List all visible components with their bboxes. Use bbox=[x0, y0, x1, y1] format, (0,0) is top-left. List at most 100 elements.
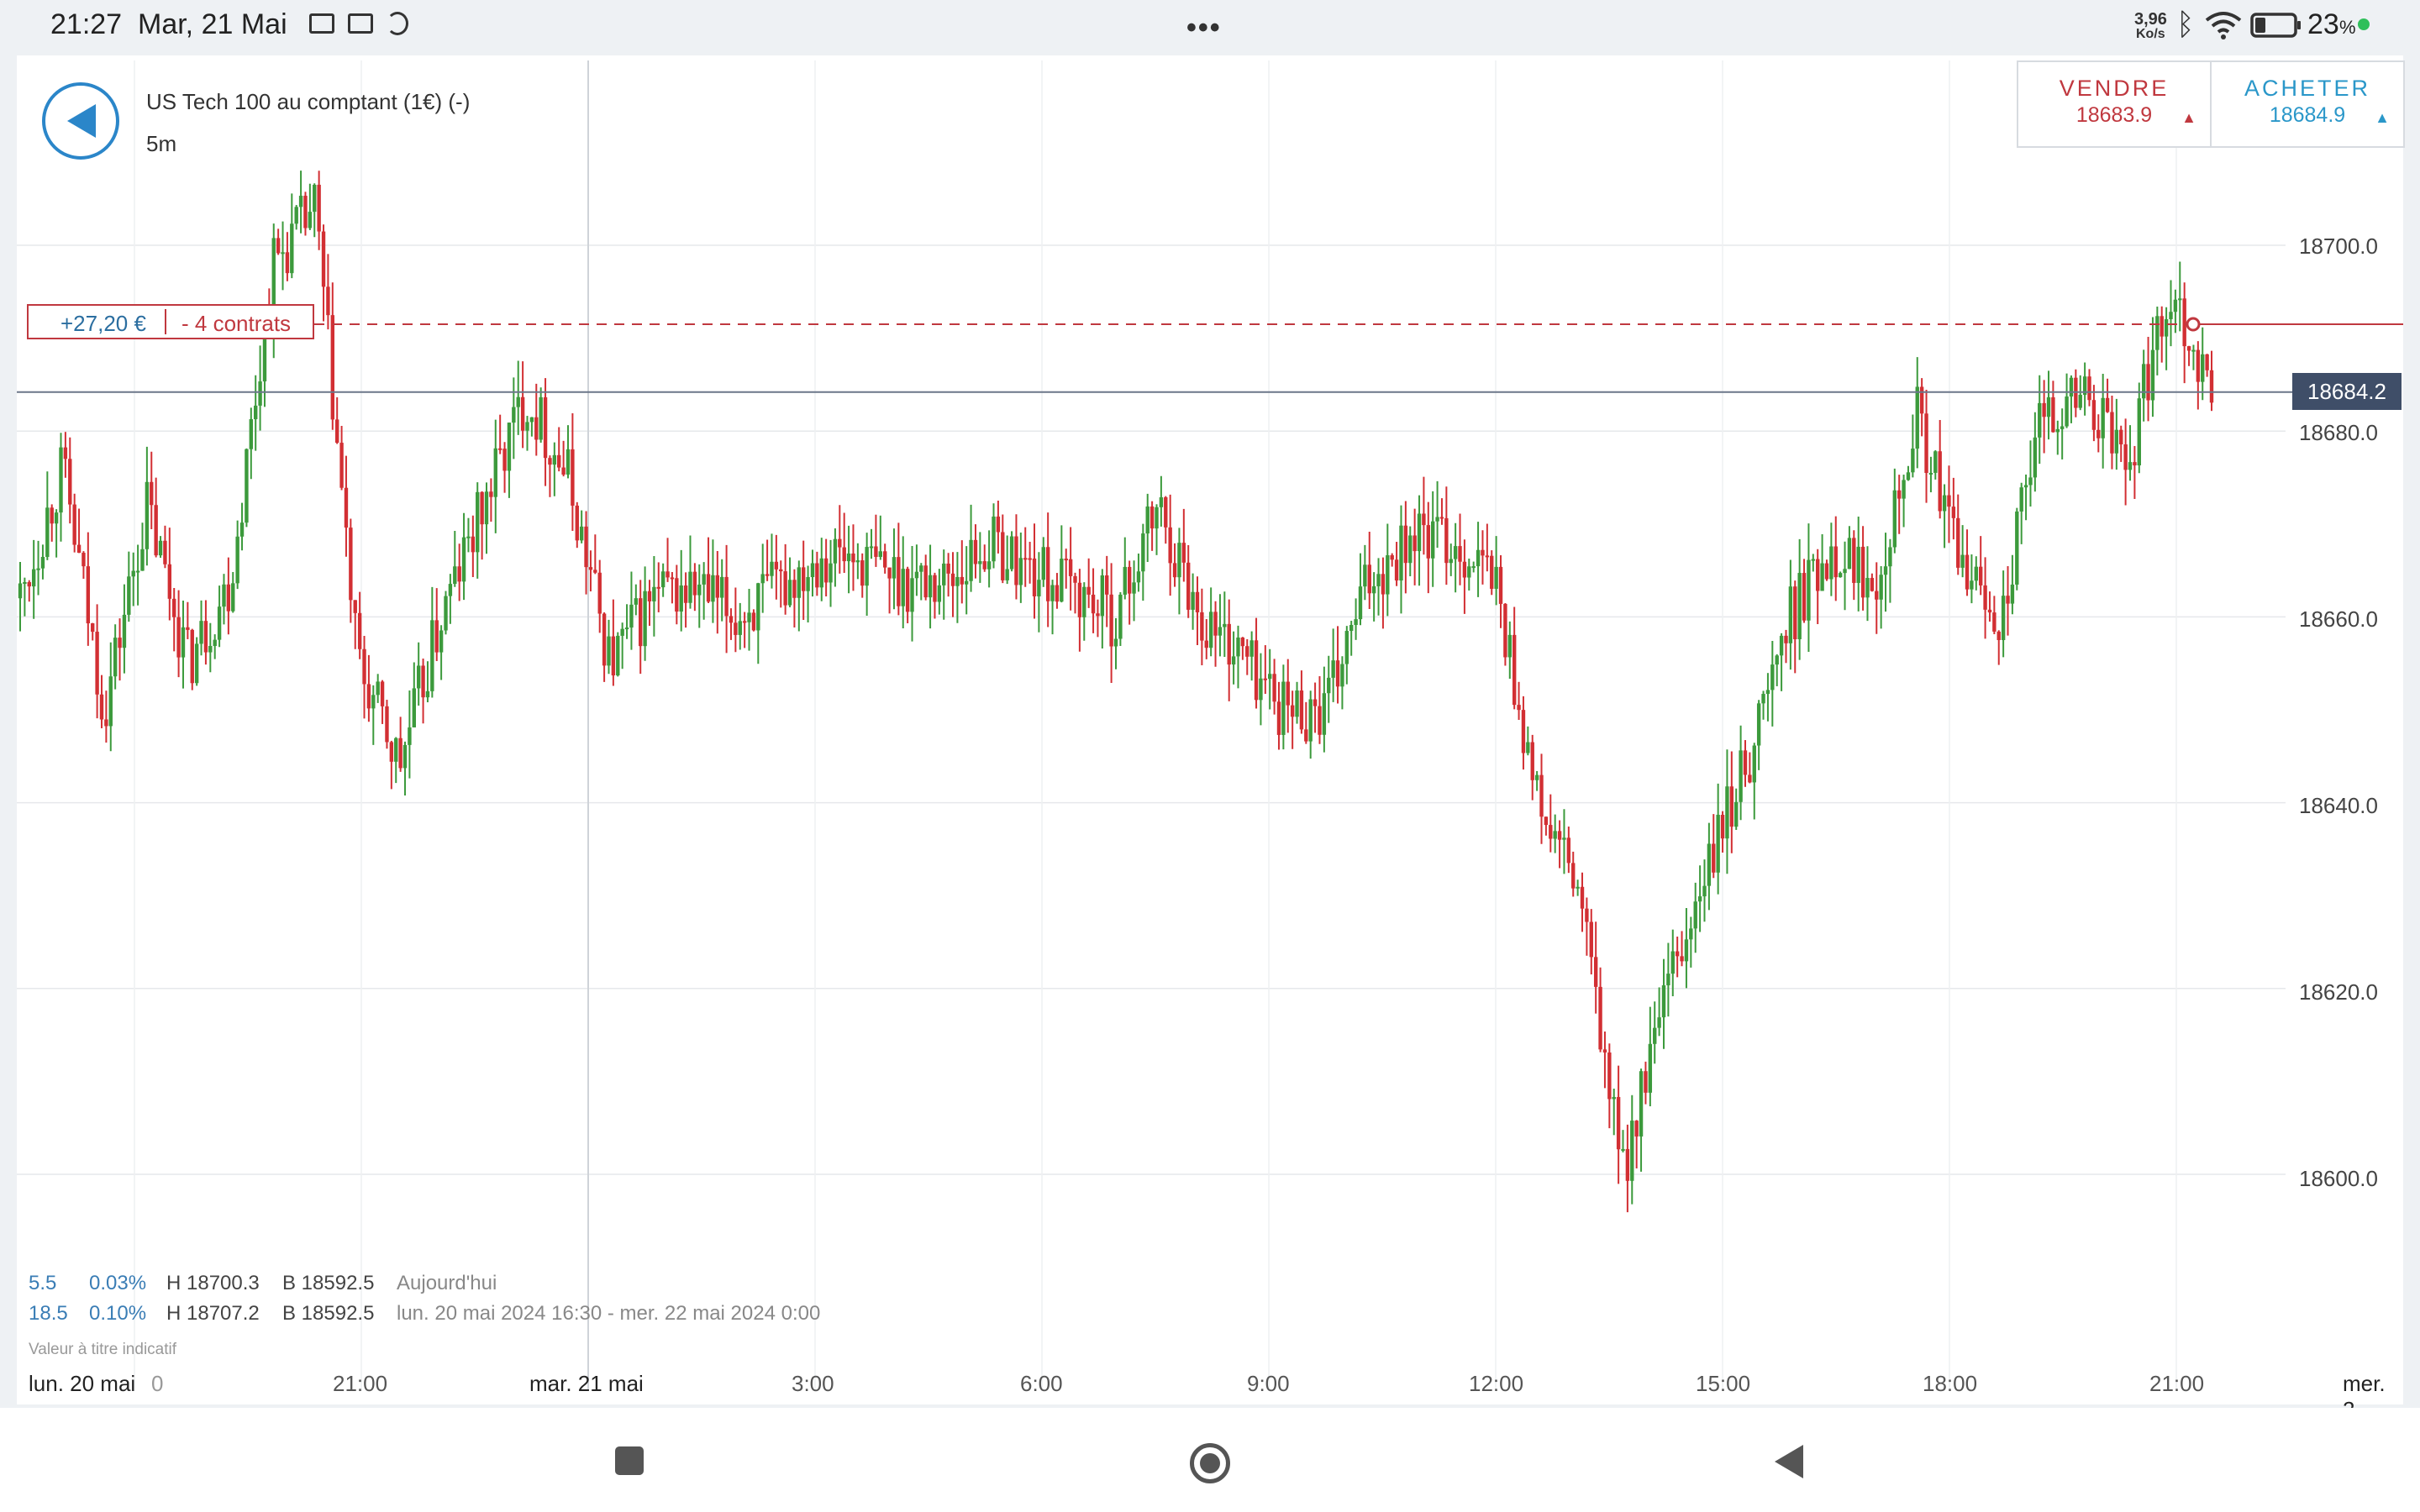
candle-body bbox=[1793, 586, 1797, 640]
candle-body bbox=[1390, 555, 1394, 560]
candle-body bbox=[217, 606, 222, 640]
candle-body bbox=[1426, 525, 1431, 559]
candle-body bbox=[901, 569, 905, 606]
candle-body bbox=[1802, 573, 1807, 621]
home-button[interactable] bbox=[1190, 1443, 1230, 1483]
candle-body bbox=[611, 636, 616, 676]
candle-body bbox=[2046, 396, 2051, 417]
candle-body bbox=[1322, 693, 1327, 735]
position-badge[interactable]: +27,20 € - 4 contrats bbox=[27, 304, 314, 339]
candle-body bbox=[760, 574, 765, 584]
candle-body bbox=[1308, 699, 1313, 742]
candle-body bbox=[1127, 566, 1132, 594]
candle-body bbox=[245, 449, 249, 523]
candle-body bbox=[118, 638, 122, 648]
candle-body bbox=[2042, 402, 2046, 417]
status-bar: 21:27 Mar, 21 Mai ••• 3,96 Ko/s ᛒ 23 % bbox=[0, 0, 2420, 52]
candle-body bbox=[1290, 705, 1295, 717]
candle-body bbox=[1571, 863, 1576, 889]
candle-body bbox=[1544, 816, 1549, 826]
candle-body bbox=[942, 563, 946, 585]
candle-body bbox=[2182, 298, 2186, 347]
candle-body bbox=[1585, 908, 1589, 922]
more-horizontal-icon[interactable]: ••• bbox=[1186, 12, 1222, 44]
candle-body bbox=[1680, 956, 1684, 962]
candle-body bbox=[2101, 397, 2105, 438]
x-axis-label: 9:00 bbox=[1247, 1371, 1290, 1396]
candle-body bbox=[1181, 543, 1186, 563]
candle-body bbox=[1580, 886, 1585, 909]
instrument-title[interactable]: US Tech 100 au comptant (1€) (-) bbox=[146, 89, 471, 114]
candle-body bbox=[203, 621, 208, 653]
net-speed-unit: Ko/s bbox=[2136, 27, 2165, 41]
candle-body bbox=[982, 561, 986, 570]
candle-body bbox=[1598, 986, 1602, 1050]
clock: 21:27 bbox=[50, 8, 123, 40]
candle-body bbox=[176, 617, 181, 658]
candle-body bbox=[2196, 349, 2201, 382]
x-axis-label: lun. 20 mai bbox=[29, 1371, 136, 1396]
candle-body bbox=[2173, 299, 2178, 312]
candle-body bbox=[1213, 612, 1218, 636]
candle-body bbox=[1852, 538, 1856, 583]
candle-body bbox=[362, 648, 366, 685]
candle-body bbox=[23, 582, 27, 585]
candle-body bbox=[1231, 656, 1236, 665]
candle-body bbox=[829, 563, 833, 583]
candle-body bbox=[150, 481, 154, 506]
candle-body bbox=[1712, 843, 1716, 873]
candle-body bbox=[624, 627, 629, 630]
candle-body bbox=[1050, 585, 1055, 601]
candle-body bbox=[1752, 745, 1756, 783]
candle-body bbox=[2065, 396, 2069, 427]
candle-body bbox=[239, 522, 245, 537]
candle-body bbox=[1938, 451, 1942, 512]
price-chart[interactable] bbox=[17, 55, 2403, 1404]
buy-button[interactable]: ACHETER 18684.9 ▲ bbox=[2210, 60, 2405, 148]
battery-percent: 23 bbox=[2307, 8, 2339, 40]
candle-body bbox=[1132, 582, 1136, 594]
candle-body bbox=[2082, 376, 2087, 396]
candle-body bbox=[1978, 566, 1983, 585]
sell-button[interactable]: VENDRE 18683.9 ▲ bbox=[2017, 60, 2212, 148]
candle-body bbox=[31, 569, 36, 587]
candle-body bbox=[1005, 569, 1009, 580]
candle-body bbox=[339, 443, 344, 488]
today-change: 5.5 bbox=[29, 1272, 57, 1294]
candle-body bbox=[1367, 564, 1371, 594]
candle-body bbox=[1386, 555, 1390, 595]
candle-body bbox=[597, 572, 602, 614]
candle-body bbox=[1037, 580, 1041, 596]
candle-body bbox=[1942, 495, 1947, 512]
candle-body bbox=[1526, 742, 1530, 753]
candle-body bbox=[2137, 398, 2141, 466]
chart-panel[interactable]: US Tech 100 au comptant (1€) (-) 5m VEND… bbox=[17, 55, 2405, 1422]
recent-apps-button[interactable] bbox=[615, 1446, 644, 1475]
back-button[interactable] bbox=[42, 82, 119, 160]
candle-body bbox=[629, 604, 634, 628]
candle-body bbox=[1625, 1148, 1630, 1181]
candle-body bbox=[1602, 1049, 1607, 1053]
candle-body bbox=[172, 598, 176, 617]
candle-body bbox=[1697, 896, 1702, 902]
candle-body bbox=[1168, 527, 1172, 564]
candle-body bbox=[747, 612, 751, 622]
candle-body bbox=[1892, 490, 1897, 548]
candle-body bbox=[1082, 586, 1086, 617]
candle-body bbox=[986, 561, 992, 570]
candle-body bbox=[1657, 1017, 1661, 1028]
candle-body bbox=[326, 286, 330, 316]
candle-body bbox=[937, 585, 942, 602]
candle-body bbox=[461, 537, 466, 582]
back-arrow-icon bbox=[67, 104, 96, 138]
candle-body bbox=[2087, 376, 2091, 401]
candle-body bbox=[1453, 546, 1458, 559]
back-nav-button[interactable] bbox=[1775, 1445, 1803, 1478]
candle-body bbox=[484, 491, 489, 525]
candle-body bbox=[1702, 885, 1707, 897]
timeframe-label[interactable]: 5m bbox=[146, 131, 177, 156]
candle-body bbox=[1517, 705, 1521, 711]
candle-body bbox=[1779, 635, 1784, 656]
candle-body bbox=[1897, 490, 1902, 499]
y-axis-label: 18600.0 bbox=[2299, 1166, 2378, 1191]
